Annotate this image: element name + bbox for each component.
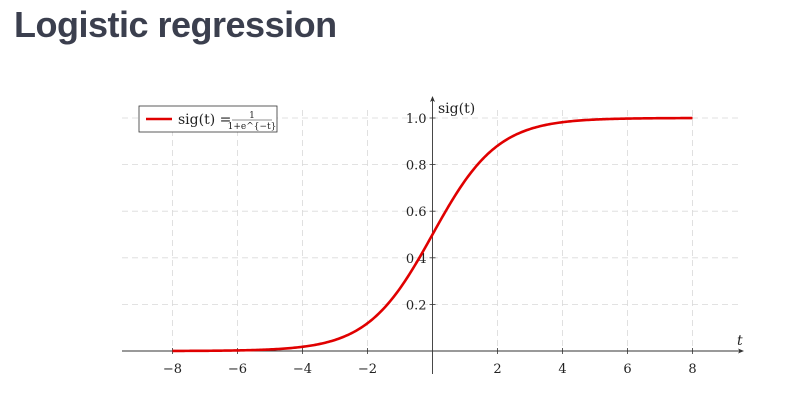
x-tick-label: 4 [558,362,566,377]
legend-label: sig(t) = [178,112,231,128]
x-tick-label: 8 [688,362,696,377]
y-tick-label: 1.0 [406,112,427,127]
x-tick-label: −8 [163,362,182,377]
legend-fraction-denominator: 1+e^{−t} [228,122,277,132]
chart-series [172,116,693,353]
sigmoid-curve [172,116,693,353]
x-tick-label: 2 [493,362,501,377]
chart-ticks: −8 −6 −4 −2 2 4 6 80.20.40.60.81.0 [163,112,697,377]
y-tick-label: 0.8 [406,159,427,174]
x-tick-label: 6 [623,362,631,377]
x-tick-label: −6 [228,362,247,377]
x-axis-label: t [737,333,743,349]
x-tick-label: −4 [293,362,312,377]
page-title: Logistic regression [14,4,337,45]
chart-legend: sig(t) = 1 1+e^{−t} [138,105,278,133]
x-axis-arrow [738,348,744,354]
y-axis-label: sig(t) [438,101,475,117]
y-axis-arrow [430,96,435,102]
chart-grid [122,110,738,351]
legend-fraction-numerator: 1 [249,111,255,121]
x-tick-label: −2 [358,362,377,377]
y-tick-label: 0.2 [406,298,427,313]
y-tick-label: 0.6 [406,205,427,220]
